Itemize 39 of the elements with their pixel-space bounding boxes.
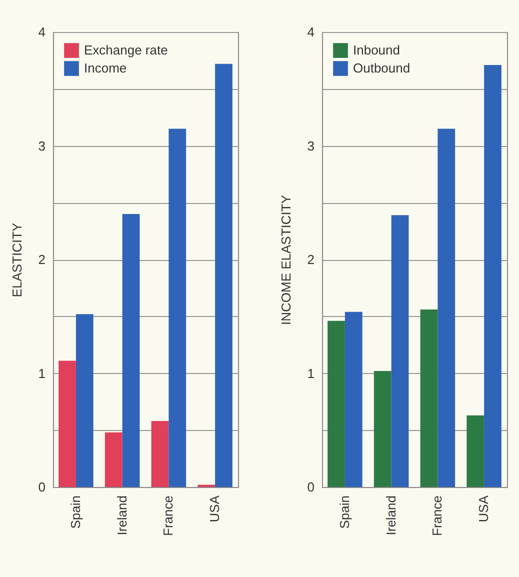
bar [168,128,186,487]
bar [344,312,362,487]
x-tick-label: Spain [68,496,83,529]
x-tick-label: Ireland [383,496,398,536]
legend-label: Exchange rate [84,42,168,58]
y-tick-label: 1 [38,366,46,381]
x-tick-label: Ireland [114,496,130,536]
bar [420,310,438,487]
y-tick-label: 0 [307,480,314,494]
bar [391,215,409,487]
legend-label: Inbound [353,42,400,58]
x-tick-label: USA [207,495,222,522]
legend-label: Income [84,60,127,76]
bar [104,432,122,487]
bar [122,214,140,487]
y-axis-title: ELASTICITY [9,222,24,298]
bar [76,314,94,487]
bar [151,421,169,487]
y-tick-label: 0 [38,480,46,494]
bar [58,360,76,487]
x-tick-label: USA [476,495,492,522]
bar [484,64,502,487]
y-tick-label: 2 [307,252,314,267]
y-axis-title: INCOME ELASTICITY [278,194,294,326]
y-tick-label: 4 [307,24,314,40]
y-tick-label: 1 [307,366,314,381]
x-tick-label: France [160,496,176,536]
legend-label: Outbound [353,60,410,76]
bar [215,64,232,487]
bar [466,415,484,487]
bar [374,370,392,487]
bar [438,128,456,487]
bar [328,320,345,487]
x-tick-label: Spain [336,496,352,529]
y-tick-label: 3 [307,138,314,154]
y-tick-label: 4 [38,24,46,40]
y-tick-label: 2 [38,252,46,267]
y-tick-label: 3 [38,138,46,154]
x-tick-label: France [430,496,445,536]
